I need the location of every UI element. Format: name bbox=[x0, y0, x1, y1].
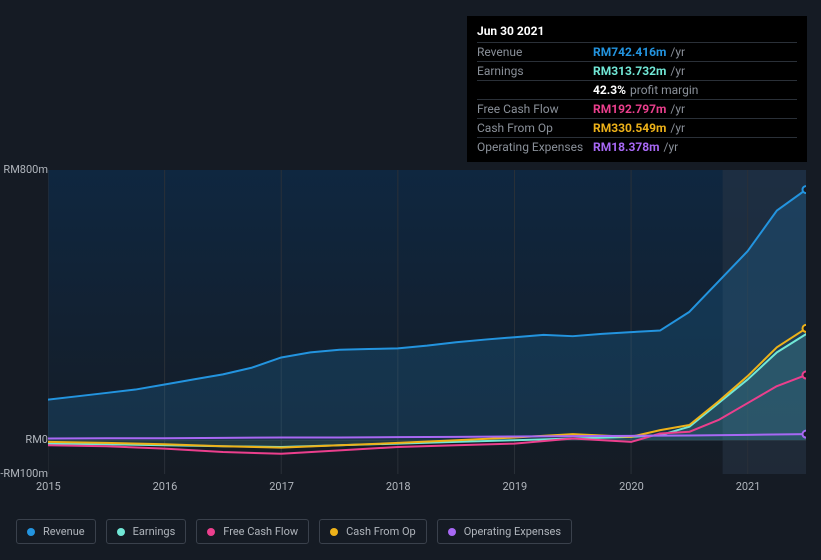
tooltip-row: 42.3% profit margin bbox=[477, 80, 797, 99]
legend-label: Free Cash Flow bbox=[223, 525, 298, 538]
legend-label: Operating Expenses bbox=[464, 525, 561, 538]
x-axis-label: 2017 bbox=[269, 480, 294, 493]
x-axis-label: 2021 bbox=[736, 480, 761, 493]
legend-item[interactable]: Earnings bbox=[106, 519, 187, 544]
y-axis-label: RM0 bbox=[0, 433, 48, 446]
tooltip-row-label: Operating Expenses bbox=[477, 140, 593, 154]
tooltip-rows: RevenueRM742.416m/yrEarningsRM313.732m/y… bbox=[477, 42, 797, 156]
tooltip-row-suffix: /yr bbox=[664, 140, 679, 154]
legend-label: Cash From Op bbox=[346, 525, 416, 538]
legend-dot-icon bbox=[27, 528, 35, 536]
tooltip-row-value: RM742.416m bbox=[593, 45, 666, 59]
legend-label: Revenue bbox=[43, 525, 85, 538]
legend-dot-icon bbox=[448, 528, 456, 536]
legend-item[interactable]: Cash From Op bbox=[319, 519, 427, 544]
legend-label: Earnings bbox=[133, 525, 176, 538]
chart-plot bbox=[48, 170, 806, 474]
tooltip-row: RevenueRM742.416m/yr bbox=[477, 42, 797, 61]
tooltip-row: Operating ExpensesRM18.378m/yr bbox=[477, 137, 797, 156]
x-axis-label: 2020 bbox=[619, 480, 644, 493]
tooltip-row-label: Revenue bbox=[477, 45, 593, 59]
legend-item[interactable]: Free Cash Flow bbox=[196, 519, 309, 544]
legend-item[interactable]: Revenue bbox=[16, 519, 96, 544]
tooltip-row-suffix: /yr bbox=[670, 121, 685, 135]
x-axis-label: 2016 bbox=[153, 480, 178, 493]
y-axis-label: -RM100m bbox=[0, 467, 48, 480]
legend-dot-icon bbox=[117, 528, 125, 536]
x-axis-label: 2015 bbox=[36, 480, 61, 493]
tooltip-date: Jun 30 2021 bbox=[477, 24, 797, 42]
tooltip-row-value: 42.3% bbox=[593, 83, 626, 97]
x-axis-label: 2018 bbox=[386, 480, 411, 493]
tooltip-row-suffix: /yr bbox=[670, 45, 685, 59]
tooltip-row-value: RM330.549m bbox=[593, 121, 666, 135]
legend-dot-icon bbox=[330, 528, 338, 536]
tooltip-row-suffix: profit margin bbox=[630, 83, 698, 97]
tooltip-row: Free Cash FlowRM192.797m/yr bbox=[477, 99, 797, 118]
financials-chart: RM800mRM0-RM100m 20152016201720182019202… bbox=[16, 156, 806, 500]
tooltip-row-suffix: /yr bbox=[670, 102, 685, 116]
tooltip-row-label: Cash From Op bbox=[477, 121, 593, 135]
tooltip-row-value: RM313.732m bbox=[593, 64, 666, 78]
tooltip-row-value: RM192.797m bbox=[593, 102, 666, 116]
x-axis-label: 2019 bbox=[502, 480, 527, 493]
y-axis-label: RM800m bbox=[0, 163, 48, 176]
legend-dot-icon bbox=[207, 528, 215, 536]
legend-item[interactable]: Operating Expenses bbox=[437, 519, 572, 544]
tooltip-row-value: RM18.378m bbox=[593, 140, 660, 154]
tooltip-panel: Jun 30 2021 RevenueRM742.416m/yrEarnings… bbox=[467, 16, 807, 162]
tooltip-row: EarningsRM313.732m/yr bbox=[477, 61, 797, 80]
tooltip-row-label: Free Cash Flow bbox=[477, 102, 593, 116]
tooltip-row-label: Earnings bbox=[477, 64, 593, 78]
tooltip-row-suffix: /yr bbox=[670, 64, 685, 78]
tooltip-row: Cash From OpRM330.549m/yr bbox=[477, 118, 797, 137]
legend: Revenue Earnings Free Cash Flow Cash From O… bbox=[16, 519, 572, 544]
